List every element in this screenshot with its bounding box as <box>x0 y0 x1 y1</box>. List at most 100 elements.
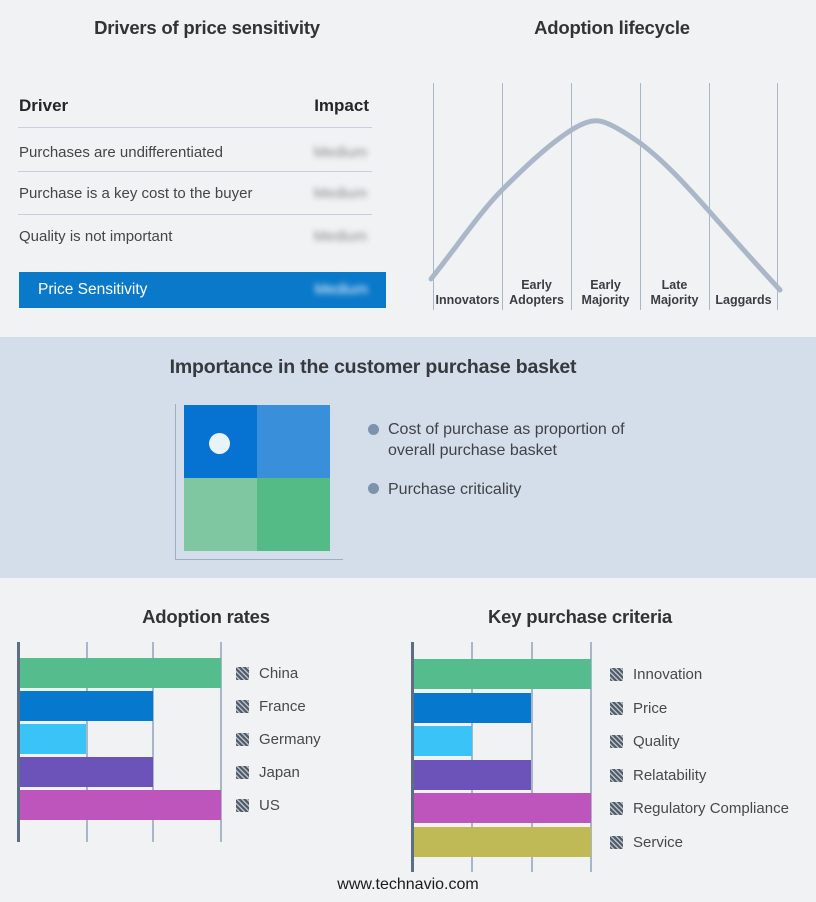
bar-service <box>414 827 591 857</box>
bar-relatability <box>414 760 531 790</box>
purchase-basket-band: Importance in the customer purchase bask… <box>0 337 816 578</box>
legend-item-japan: Japan <box>236 763 300 781</box>
price-sensitivity-label: Price Sensitivity <box>38 281 148 298</box>
impact-value-blurred: Medium <box>313 144 367 161</box>
impact-value-blurred: Medium <box>314 281 368 298</box>
table-row: Purchases are undifferentiated <box>19 144 224 161</box>
hatch-swatch-icon <box>236 732 249 746</box>
stage-divider <box>502 83 503 310</box>
bar-germany <box>20 724 87 754</box>
bar-price <box>414 693 531 723</box>
adoption-rates-title: Adoption rates <box>142 606 270 627</box>
legend-label: Regulatory Compliance <box>633 799 789 817</box>
bell-curve <box>428 118 783 293</box>
bullet-icon <box>368 424 379 435</box>
impact-value-blurred: Medium <box>313 185 367 202</box>
quadrant-y-axis <box>175 404 176 559</box>
table-divider <box>18 214 372 215</box>
hatch-swatch-icon <box>236 666 249 680</box>
legend-label: Japan <box>259 763 300 781</box>
legend-item-china: China <box>236 664 299 682</box>
legend-item-quality: Quality <box>610 732 680 750</box>
bar-innovation <box>414 659 591 689</box>
stage-label-late-majority: Late Majority <box>650 278 699 307</box>
stage-label-early-majority: Early Majority <box>581 278 630 307</box>
table-divider <box>18 127 372 128</box>
gridline <box>531 642 533 872</box>
hatch-swatch-icon <box>236 765 249 779</box>
driver-column-header: Driver <box>19 96 69 115</box>
stage-divider <box>709 83 710 310</box>
quadrant-cell-top-right <box>257 405 330 478</box>
hatch-swatch-icon <box>610 801 623 815</box>
adoption-rates-plot-area <box>20 642 221 842</box>
basket-bullet-1: Cost of purchase as proportion of overal… <box>388 421 625 459</box>
legend-label: France <box>259 697 306 715</box>
legend-item-relatability: Relatability <box>610 766 707 784</box>
impact-value-blurred: Medium <box>313 228 367 245</box>
legend-label: Quality <box>633 732 680 750</box>
basket-title: Importance in the customer purchase bask… <box>169 356 577 378</box>
table-row: Quality is not important <box>19 228 173 245</box>
hatch-swatch-icon <box>236 798 249 812</box>
hatch-swatch-icon <box>610 768 623 782</box>
stage-divider <box>571 83 572 310</box>
hatch-swatch-icon <box>610 667 623 681</box>
stage-divider <box>640 83 641 310</box>
legend-label: China <box>259 664 299 682</box>
bar-quality <box>414 726 473 756</box>
bar-france <box>20 691 153 721</box>
legend-label: Innovation <box>633 665 703 683</box>
table-divider <box>18 171 372 172</box>
quadrant-x-axis <box>175 559 343 560</box>
gridline <box>86 642 88 842</box>
bell-curve-path <box>428 118 783 293</box>
legend-item-us: US <box>236 796 280 814</box>
bullet-icon <box>368 483 379 494</box>
table-row: Purchase is a key cost to the buyer <box>19 185 253 202</box>
hatch-swatch-icon <box>236 699 249 713</box>
legend-label: Price <box>633 699 668 717</box>
legend-item-germany: Germany <box>236 730 321 748</box>
stage-label-early-adopters: Early Adopters <box>509 278 564 307</box>
bar-us <box>20 790 221 820</box>
stage-divider <box>777 83 778 310</box>
legend-item-price: Price <box>610 699 668 717</box>
drivers-panel-title: Drivers of price sensitivity <box>94 17 320 38</box>
gridline <box>152 642 154 842</box>
legend-label: US <box>259 796 280 814</box>
criteria-plot-area <box>414 642 591 872</box>
price-sensitivity-highlight-row: Price Sensitivity Medium <box>19 272 386 308</box>
adoption-rates-y-axis <box>17 642 20 842</box>
basket-bullet-2: Purchase criticality <box>388 481 522 498</box>
quadrant-cell-bottom-right <box>257 478 330 551</box>
lifecycle-panel-title: Adoption lifecycle <box>534 17 690 38</box>
legend-item-innovation: Innovation <box>610 665 703 683</box>
lifecycle-chart: Innovators Early Adopters Early Majority… <box>428 83 783 310</box>
stage-label-laggards: Laggards <box>715 292 772 307</box>
quadrant-cell-bottom-left <box>184 478 257 551</box>
criteria-y-axis <box>411 642 414 872</box>
gridline <box>471 642 473 872</box>
stage-label-innovators: Innovators <box>435 292 500 307</box>
impact-column-header: Impact <box>314 96 369 115</box>
position-marker-icon <box>209 433 230 454</box>
stage-divider <box>433 83 434 310</box>
bar-japan <box>20 757 153 787</box>
gridline <box>220 642 222 842</box>
hatch-swatch-icon <box>610 701 623 715</box>
legend-label: Service <box>633 833 684 851</box>
bar-china <box>20 658 221 688</box>
legend-label: Relatability <box>633 766 707 784</box>
legend-label: Germany <box>259 730 321 748</box>
website-url: www.technavio.com <box>337 876 479 893</box>
gridline <box>590 642 592 872</box>
key-purchase-criteria-title: Key purchase criteria <box>488 606 672 627</box>
hatch-swatch-icon <box>610 835 623 849</box>
legend-item-regulatory-compliance: Regulatory Compliance <box>610 799 789 817</box>
legend-item-service: Service <box>610 833 684 851</box>
bar-regulatory-compliance <box>414 793 591 823</box>
hatch-swatch-icon <box>610 734 623 748</box>
legend-item-france: France <box>236 697 306 715</box>
